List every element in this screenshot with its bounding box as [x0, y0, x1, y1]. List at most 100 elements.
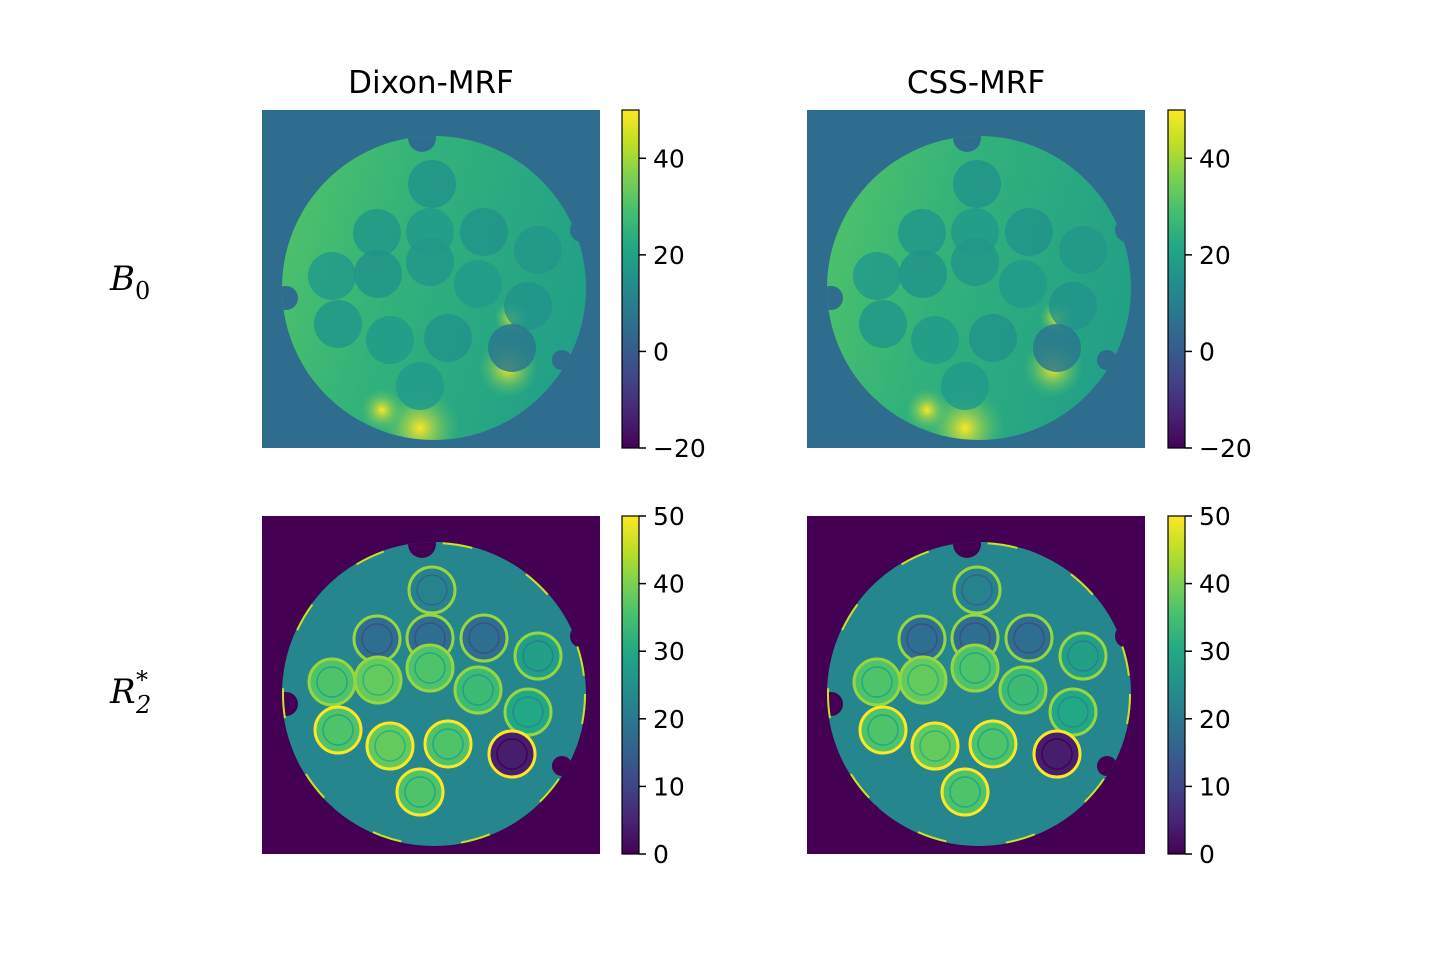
vial-inner-ring: [374, 730, 406, 762]
svg-text:B0: B0: [109, 259, 150, 305]
vial: [1059, 632, 1107, 680]
vial-rim: [405, 643, 455, 693]
vial-rim: [968, 719, 1018, 769]
vial-inner-ring: [361, 623, 393, 655]
colorbar-r2star-dixon: 0 10 20 30 40 50: [621, 502, 685, 869]
vial: [951, 644, 999, 692]
colorbar-tick-label: 40: [1199, 144, 1231, 173]
vial-rim: [998, 665, 1048, 715]
phantom-disc: [282, 542, 586, 846]
row-label-r2-star: R * 2: [109, 666, 151, 719]
vial-rim: [503, 687, 553, 737]
vial-inner-ring: [416, 574, 448, 606]
vial: [308, 252, 356, 300]
vial-inner-ring: [468, 622, 500, 654]
vial: [1005, 208, 1053, 256]
vial-rim: [453, 665, 503, 715]
vial: [354, 250, 402, 298]
vial: [353, 615, 401, 663]
vial: [314, 706, 362, 754]
vial: [911, 316, 959, 364]
phantom-edge: [282, 542, 586, 846]
vial-rim: [423, 719, 473, 769]
row-label-b0: B0: [109, 259, 150, 305]
vial-inner-ring: [977, 728, 1009, 760]
vial: [408, 566, 456, 614]
vial: [424, 720, 472, 768]
colorbar-tick-label: −20: [653, 434, 706, 463]
vial-rim: [950, 643, 1000, 693]
vial: [859, 706, 907, 754]
vial: [941, 362, 989, 410]
vial-rim: [313, 705, 363, 755]
colorbar-tick-label: −20: [1199, 434, 1252, 463]
vial: [308, 658, 356, 706]
vial: [1049, 688, 1097, 736]
vial-inner-ring: [316, 666, 348, 698]
vial: [853, 658, 901, 706]
vial-inner-ring: [1013, 622, 1045, 654]
vial: [504, 282, 552, 330]
colorbar-tick-label: 0: [1199, 840, 1215, 869]
row-label-b0-base: B: [109, 259, 135, 299]
vial: [899, 250, 947, 298]
vial: [853, 252, 901, 300]
vial-inner-ring: [496, 738, 528, 770]
vial: [999, 260, 1047, 308]
colorbar-b0-css: −20 0 20 40: [1167, 109, 1252, 463]
phantom-notch: [953, 542, 981, 558]
colorbar-tick-label: 20: [1199, 705, 1231, 734]
vial-rim: [353, 655, 403, 705]
vial: [514, 632, 562, 680]
column-title-dixon-mrf: Dixon-MRF: [348, 65, 514, 101]
vial-inner-ring: [414, 652, 446, 684]
vial-rim: [910, 721, 960, 771]
phantom-notch: [827, 286, 843, 310]
phantom-edge: [827, 542, 1131, 846]
vial: [859, 300, 907, 348]
colorbar-gradient: [621, 109, 640, 449]
colorbar-gradient: [1167, 109, 1186, 449]
column-title-css-mrf: CSS-MRF: [907, 65, 1045, 101]
vial-rim: [1032, 729, 1082, 779]
colorbar-tick-label: 10: [1199, 772, 1231, 801]
heatmap-panel-b0-dixon: [262, 110, 600, 448]
vial: [1049, 282, 1097, 330]
colorbar-r2star-css: 0 10 20 30 40 50: [1167, 502, 1231, 869]
vial-inner-ring: [919, 730, 951, 762]
svg-text:R: R: [109, 672, 136, 712]
vial: [1059, 226, 1107, 274]
vial-inner-ring: [906, 623, 938, 655]
vial-inner-ring: [1057, 696, 1089, 728]
colorbar-tick-label: 0: [1199, 337, 1215, 366]
phantom-notch: [408, 542, 436, 558]
vial: [366, 316, 414, 364]
colorbar-tick-label: 20: [653, 241, 685, 270]
vial: [354, 656, 402, 704]
vial-inner-ring: [907, 664, 939, 696]
vial-inner-ring: [462, 674, 494, 706]
vial: [953, 160, 1001, 208]
phantom-notch: [282, 286, 298, 310]
vial-inner-ring: [512, 696, 544, 728]
vial-rim: [459, 613, 509, 663]
vial: [408, 160, 456, 208]
phantom-notch: [408, 136, 436, 152]
vial-inner-ring: [1067, 640, 1099, 672]
row-label-r2-star-subscript: 2: [135, 691, 151, 719]
vial: [424, 314, 472, 362]
heatmap-panel-b0-css: [807, 110, 1145, 448]
vial-inner-ring: [1041, 738, 1073, 770]
vial: [406, 644, 454, 692]
colorbar-tick-label: 0: [653, 840, 669, 869]
field-hotspot: [905, 388, 949, 432]
vial: [911, 722, 959, 770]
phantom-notch: [827, 692, 843, 716]
colorbar-tick-label: 20: [653, 705, 685, 734]
vial: [969, 720, 1017, 768]
vial-inner-ring: [522, 640, 554, 672]
vial: [969, 314, 1017, 362]
vial-rim: [513, 631, 563, 681]
heatmap-panel-r2star-dixon: [262, 516, 600, 854]
vial: [454, 260, 502, 308]
